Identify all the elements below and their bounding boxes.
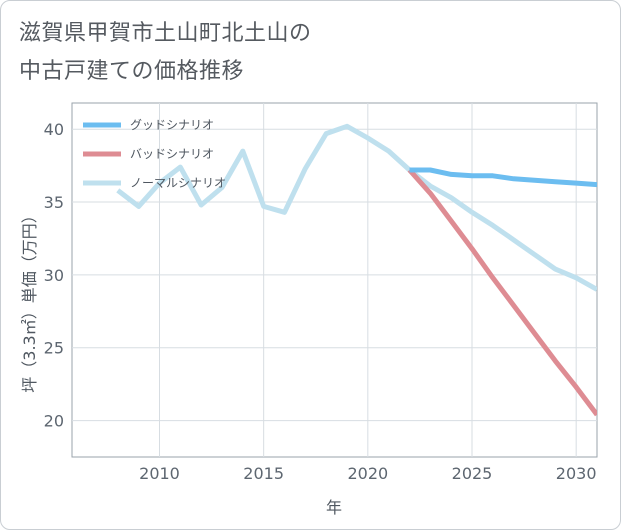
y-axis-title: 坪（3.3㎡）単価（万円） [20, 207, 39, 392]
x-tick-label-2015: 2015 [243, 464, 284, 483]
x-axis-title: 年 [326, 498, 342, 517]
series-line-0 [409, 167, 597, 188]
y-tick-label-25: 25 [44, 339, 64, 358]
y-tick-label-20: 20 [44, 412, 64, 431]
x-tick-label-2030: 2030 [556, 464, 597, 483]
series-line-2 [116, 123, 597, 292]
grid-lines [72, 103, 597, 457]
x-tick-label-2025: 2025 [452, 464, 493, 483]
chart-title-line-1: 滋賀県甲賀市土山町北土山の [19, 21, 312, 46]
legend-label-1: バッドシナリオ [130, 147, 214, 161]
x-tick-label-2020: 2020 [347, 464, 388, 483]
y-tick-label-40: 40 [44, 120, 64, 139]
legend-label-0: グッドシナリオ [130, 118, 214, 132]
series-line-1 [407, 168, 597, 417]
chart-title: 滋賀県甲賀市土山町北土山の 中古戸建ての価格推移 [19, 15, 312, 91]
y-tick-label-35: 35 [44, 193, 64, 212]
legend-label-2: ノーマルシナリオ [130, 176, 226, 190]
series-lines [116, 123, 597, 417]
x-tick-label-2010: 2010 [139, 464, 180, 483]
y-tick-label-30: 30 [44, 266, 64, 285]
chart-title-line-2: 中古戸建ての価格推移 [19, 59, 245, 84]
